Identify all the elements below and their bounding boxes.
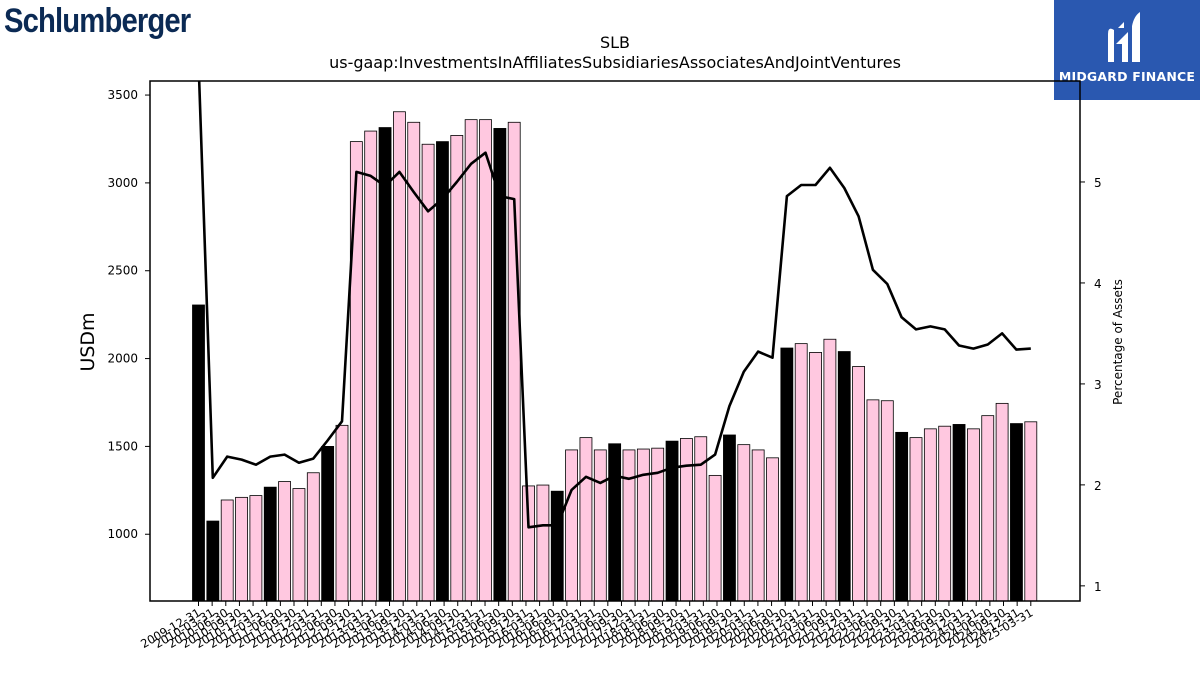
bar bbox=[206, 520, 220, 601]
y2-tick-label: 3 bbox=[1094, 378, 1102, 392]
bar bbox=[579, 437, 593, 601]
midgard-finance-icon bbox=[1108, 12, 1140, 63]
percentage-line bbox=[197, 81, 1031, 529]
bar bbox=[680, 438, 693, 601]
axes bbox=[149, 80, 1081, 602]
bar bbox=[450, 135, 464, 601]
bar bbox=[651, 447, 665, 601]
bar bbox=[967, 428, 980, 601]
chart-subtitle: us-gaap:InvestmentsInAffiliatesSubsidiar… bbox=[329, 53, 901, 72]
bar bbox=[550, 490, 564, 601]
y2-tick-label: 2 bbox=[1094, 479, 1102, 493]
bar bbox=[780, 347, 794, 601]
bar bbox=[895, 431, 909, 601]
bar bbox=[622, 449, 636, 601]
midgard-finance-logo: MIDGARD FINANCE bbox=[1054, 0, 1200, 100]
bar bbox=[723, 434, 736, 601]
bar bbox=[880, 400, 894, 601]
bar bbox=[823, 338, 837, 601]
y-axis-ticks: 1000 1500 2000 2500 3000 3500 bbox=[107, 88, 150, 541]
bar bbox=[335, 424, 349, 601]
bar bbox=[952, 424, 966, 601]
bar bbox=[665, 440, 679, 601]
bar bbox=[436, 141, 449, 601]
bar bbox=[852, 366, 865, 601]
bar bbox=[507, 121, 521, 601]
bar bbox=[608, 443, 622, 601]
y-tick-label: 3500 bbox=[107, 88, 138, 102]
bar bbox=[737, 444, 751, 601]
line-series bbox=[197, 81, 1031, 529]
bar bbox=[923, 428, 937, 601]
bar bbox=[407, 121, 421, 601]
bar bbox=[1024, 421, 1038, 601]
bar bbox=[909, 437, 923, 601]
y2-tick-label: 1 bbox=[1094, 580, 1102, 594]
bar bbox=[421, 143, 435, 601]
bar bbox=[766, 457, 779, 601]
bar bbox=[837, 351, 851, 601]
y2-axis-ticks: 1 2 3 4 5 bbox=[1080, 176, 1102, 594]
bar bbox=[751, 449, 765, 601]
bar bbox=[392, 111, 406, 601]
schlumberger-logo: Schlumberger bbox=[4, 2, 191, 40]
bar bbox=[981, 415, 995, 601]
bar bbox=[708, 474, 722, 601]
y-tick-label: 2000 bbox=[107, 352, 138, 366]
bar bbox=[536, 484, 550, 601]
bar bbox=[321, 446, 335, 601]
bar bbox=[292, 488, 306, 601]
bar bbox=[694, 436, 708, 601]
bar bbox=[593, 449, 607, 601]
chart-title: SLB bbox=[600, 33, 630, 52]
bar bbox=[479, 119, 492, 601]
y-tick-label: 2500 bbox=[107, 264, 138, 278]
midgard-finance-wordmark: MIDGARD FINANCE bbox=[1058, 69, 1196, 84]
y-tick-label: 3000 bbox=[107, 176, 138, 190]
bar bbox=[306, 472, 320, 601]
plot-frame bbox=[149, 80, 1081, 602]
bar bbox=[263, 486, 277, 601]
bar bbox=[565, 449, 578, 601]
bar bbox=[522, 485, 535, 601]
bar bbox=[636, 448, 650, 601]
bar-series bbox=[192, 111, 1038, 601]
bar bbox=[464, 119, 478, 601]
y-axis-label: USDm bbox=[77, 312, 99, 371]
y2-tick-label: 4 bbox=[1094, 277, 1102, 291]
bar bbox=[809, 352, 822, 601]
bar bbox=[1010, 423, 1023, 601]
bar bbox=[493, 128, 507, 601]
bar bbox=[866, 399, 880, 601]
y-tick-label: 1500 bbox=[107, 439, 138, 453]
x-axis-ticks: 2009-12-312010-03-312010-06-302010-09-30… bbox=[138, 601, 1035, 651]
y2-axis-label: Percentage of Assets bbox=[1111, 279, 1125, 405]
bar bbox=[378, 127, 392, 601]
bar bbox=[995, 402, 1009, 601]
bar bbox=[794, 343, 808, 601]
bar bbox=[249, 495, 263, 601]
y-tick-label: 1000 bbox=[107, 527, 138, 541]
bar bbox=[364, 130, 378, 601]
bar bbox=[278, 481, 292, 601]
bar bbox=[235, 496, 248, 601]
y2-tick-label: 5 bbox=[1094, 176, 1102, 190]
bar bbox=[192, 304, 205, 601]
bar bbox=[938, 425, 952, 601]
bar bbox=[220, 499, 234, 601]
bar bbox=[349, 141, 363, 601]
